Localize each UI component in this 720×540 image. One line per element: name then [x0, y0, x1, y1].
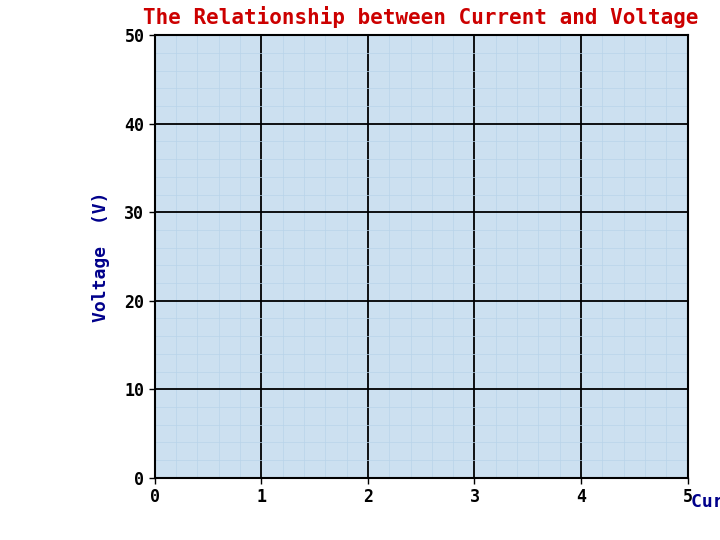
- Text: Current (A): Current (A): [691, 493, 720, 511]
- Y-axis label: Voltage  (V): Voltage (V): [92, 191, 110, 322]
- Title: The Relationship between Current and Voltage: The Relationship between Current and Vol…: [143, 6, 699, 28]
